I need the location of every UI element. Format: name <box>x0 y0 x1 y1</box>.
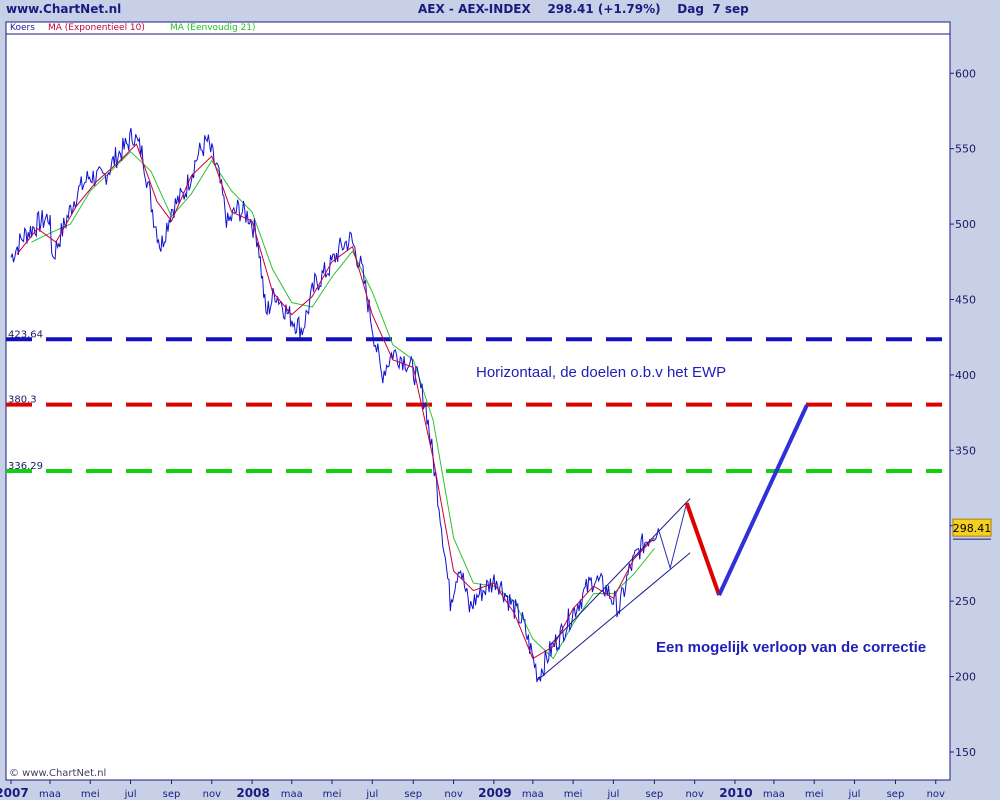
x-tick-label: maa <box>763 789 785 800</box>
site-name: www.ChartNet.nl <box>6 2 122 16</box>
x-tick-label: sep <box>163 789 181 800</box>
plot-area <box>5 21 951 781</box>
x-tick-label: 2010 <box>719 786 752 800</box>
level-label-red: 380.3 <box>8 395 37 406</box>
legend-item-0: Koers <box>10 23 35 33</box>
y-tick-label: 400 <box>955 369 976 382</box>
x-tick-label: mei <box>564 789 583 800</box>
annotation-1: Een mogelijk verloop van de correctie <box>656 639 926 656</box>
x-tick-label: sep <box>646 789 664 800</box>
x-tick-label: mei <box>81 789 100 800</box>
legend-item-1: MA (Exponentieel 10) <box>48 23 145 33</box>
y-tick-label: 200 <box>955 671 976 684</box>
level-label-green: 336.29 <box>8 461 43 472</box>
projection-thin <box>657 502 688 570</box>
series-sma21 <box>31 151 655 660</box>
x-tick-label: 2008 <box>236 786 269 800</box>
x-tick-label: jul <box>365 789 378 800</box>
projection-red-drop <box>684 502 721 596</box>
x-tick-label: jul <box>848 789 861 800</box>
x-tick-label: mei <box>805 789 824 800</box>
y-tick-label: 550 <box>955 143 976 156</box>
y-tick-label: 250 <box>955 595 976 608</box>
x-tick-label: maa <box>281 789 303 800</box>
last-value-box <box>952 518 992 537</box>
x-tick-label: 2009 <box>478 786 511 800</box>
level-label-blue: 423.64 <box>8 329 43 340</box>
x-tick-label: jul <box>606 789 619 800</box>
x-tick-label: nov <box>444 789 462 800</box>
x-tick-label: mei <box>323 789 342 800</box>
series-ema10 <box>16 143 655 660</box>
chart-title: AEX - AEX-INDEX 298.41 (+1.79%) Dag 7 se… <box>418 2 749 16</box>
x-tick-label: maa <box>39 789 61 800</box>
x-tick-label: 2007 <box>0 786 29 800</box>
x-tick-label: nov <box>927 789 945 800</box>
channel-line-0 <box>537 552 691 680</box>
annotation-0: Horizontaal, de doelen o.b.v het EWP <box>476 364 726 381</box>
x-tick-label: sep <box>404 789 422 800</box>
watermark: © www.ChartNet.nl <box>9 768 106 779</box>
legend-item-2: MA (Eenvoudig 21) <box>170 23 256 33</box>
projection-blue-rise <box>717 404 809 596</box>
y-tick-label: 600 <box>955 67 976 80</box>
channel-line-1 <box>548 498 691 647</box>
x-tick-label: jul <box>124 789 137 800</box>
x-tick-label: maa <box>522 789 544 800</box>
y-tick-label: 450 <box>955 294 976 307</box>
last-value-label: 298.41 <box>953 522 992 535</box>
x-tick-label: nov <box>685 789 703 800</box>
x-tick-label: sep <box>887 789 905 800</box>
x-tick-label: nov <box>203 789 221 800</box>
y-tick-label: 150 <box>955 746 976 759</box>
y-tick-label: 500 <box>955 218 976 231</box>
y-tick-label: 350 <box>955 444 976 457</box>
